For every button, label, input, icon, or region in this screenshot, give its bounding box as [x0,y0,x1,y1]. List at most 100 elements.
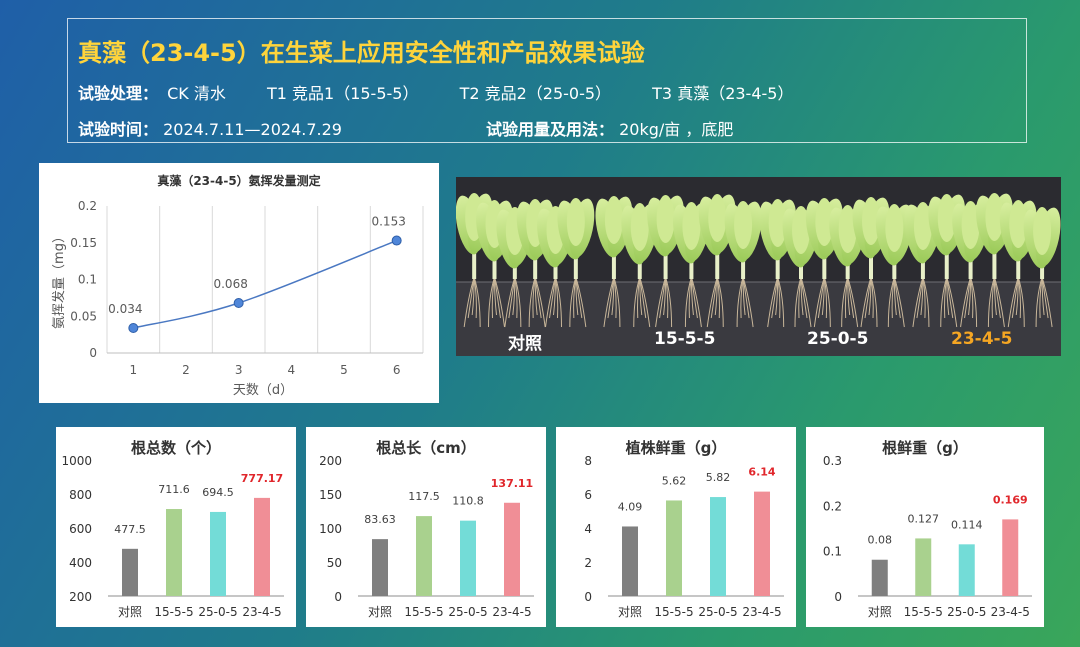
bar [372,539,388,596]
data-label: 0.08 [868,534,893,547]
x-tick-label: 1 [130,363,138,377]
data-label: 0.114 [951,518,983,531]
time-row: 试验时间： 2024.7.11—2024.7.29 [78,116,342,140]
treatment-label: 试验处理： [78,84,159,103]
root-length-chart-panel: 根总长（cm） 0 50 100 150 200 83.63 对照 117.5 15-5-5 110… [306,427,546,627]
data-label: 110.8 [452,495,484,508]
y-tick-label: 600 [69,522,92,536]
y-tick-label: 200 [69,590,92,604]
x-tick-label: 3 [235,363,243,377]
stem [611,247,616,279]
data-point [233,298,244,309]
stem [775,247,780,279]
lettuce-photo: 对照 15-5-5 25-0-5 23-4-5 [456,177,1061,356]
x-tick-label: 23-4-5 [991,605,1030,619]
root-strand [922,276,930,328]
info-header: 真藻（23-4-5）在生菜上应用安全性和产品效果试验 试验处理： CK 清水 T… [67,18,1027,143]
root-strand [993,276,1005,328]
x-tick-label: 23-4-5 [242,605,281,619]
x-axis-title: 天数（d） [233,383,293,398]
y-tick-label: 0 [834,590,842,604]
stem [741,247,746,279]
leaf [566,198,585,246]
photo-label-t3: 23-4-5 [951,329,1013,349]
dosage-row: 试验用量及用法： 20kg/亩 ，底肥 [486,116,733,140]
y-tick-label: 100 [319,522,342,536]
x-tick-label: 15-5-5 [404,605,443,619]
time-label: 试验时间： [78,120,159,139]
stem [663,247,668,279]
data-label: 0.127 [908,512,940,525]
leaf [961,201,980,249]
leaf [792,206,810,254]
lettuce-illustration [456,177,1061,356]
bar [504,502,520,596]
leaf [815,198,834,246]
root-strand [716,276,724,328]
x-tick-label: 15-5-5 [654,605,693,619]
treatment-ck: CK 清水 [167,84,226,103]
y-tick-label: 200 [319,454,342,468]
chart-title: 真藻（23-4-5）氨挥发量测定 [157,173,320,188]
treatment-t3: T3 真藻（23-4-5） [652,84,794,103]
bar [958,544,975,596]
treatment-row: 试验处理： CK 清水 T1 竞品1（15-5-5） T2 竞品2（25-0-5… [78,80,793,104]
root-strand [555,276,562,328]
y-tick-label: 0 [584,590,592,604]
root-count-chart-panel: 根总数（个） 200 400 600 800 1000 477.5 对照 711.6 15-5-5… [56,427,296,627]
root-fresh-weight-chart-panel: 根鲜重（g） 0 0.1 0.2 0.3 0.08 对照 0.127 15-5-5 0.114 25… [806,427,1044,627]
root-strand [1041,276,1053,328]
root-strand [613,276,621,328]
root-strand [575,276,587,328]
stem [533,247,538,279]
bar [666,500,682,596]
bar [1002,519,1019,596]
y-axis-title: 氨挥发量（mg） [51,230,67,329]
leaf [708,194,727,242]
y-tick-label: 0.3 [823,454,842,468]
data-label: 4.09 [618,500,643,513]
leaf [768,199,787,247]
data-label: 0.169 [993,493,1028,506]
x-tick-label: 15-5-5 [904,605,943,619]
bar [871,559,888,596]
dosage-value: 20kg/亩 ，底肥 [619,120,734,139]
data-label: 777.17 [241,472,283,485]
data-label: 6.14 [748,466,775,479]
leaf [604,196,623,244]
stem [492,247,497,279]
x-tick-label: 25-0-5 [198,605,237,619]
treatment-t1: T1 竞品1（15-5-5） [266,84,419,103]
data-label: 5.82 [706,471,731,484]
x-tick-label: 23-4-5 [492,605,531,619]
ammonia-line-chart: 真藻（23-4-5）氨挥发量测定 0 0.05 0.1 0.15 0.2 1 2 3 4 5 6 天数（… [51,173,424,398]
bar [166,509,182,596]
leaf [682,202,701,250]
stem [573,247,578,279]
y-tick-label: 400 [69,556,92,570]
leaf [937,194,956,242]
x-tick-label: 2 [182,363,190,377]
y-tick-label: 0.2 [78,199,97,213]
y-tick-label: 800 [69,488,92,502]
root-strand [514,276,522,328]
bar [122,548,138,596]
y-tick-label: 2 [584,556,592,570]
stem [944,247,949,279]
y-tick-label: 6 [584,488,592,502]
root-strand [847,276,859,328]
root-strand [946,276,958,328]
root-strand [494,276,505,328]
data-point [391,235,402,246]
series-line [133,239,397,329]
y-tick-label: 8 [584,454,592,468]
root-strand [970,276,978,328]
stem [715,247,720,279]
x-tick-label: 6 [393,363,401,377]
stem [992,247,997,279]
leaf [1009,200,1028,248]
x-tick-label: 15-5-5 [154,605,193,619]
leaf [913,202,932,250]
page-title: 真藻（23-4-5）在生菜上应用安全性和产品效果试验 [78,39,645,67]
bar [754,491,770,596]
